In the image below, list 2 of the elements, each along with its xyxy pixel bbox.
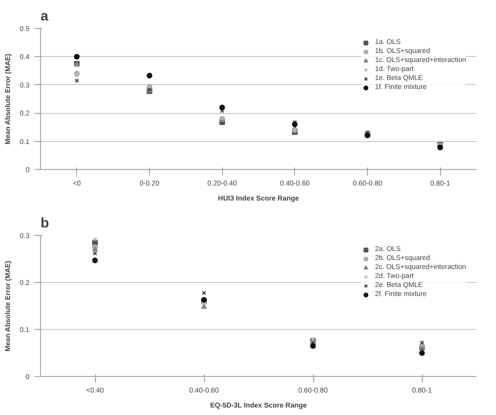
chart-title: b xyxy=(40,214,50,230)
chart-title: a xyxy=(40,8,48,24)
